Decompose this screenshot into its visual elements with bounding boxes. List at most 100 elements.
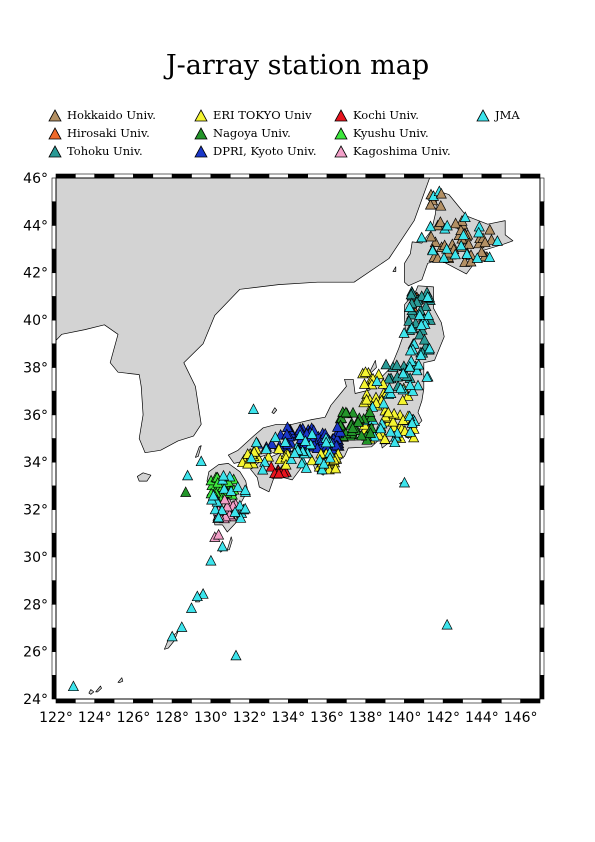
frame-segment <box>51 603 57 629</box>
station-marker <box>306 454 318 466</box>
station-marker <box>300 462 312 473</box>
station-marker <box>427 244 439 256</box>
station-marker <box>299 435 311 446</box>
frame-segment <box>113 173 134 179</box>
station-marker <box>484 251 496 262</box>
station-marker <box>379 433 391 444</box>
y-tick-label: 24° <box>23 692 48 708</box>
station-marker <box>205 554 217 566</box>
station-marker <box>355 429 368 441</box>
frame-segment <box>539 390 545 416</box>
legend-item: Kochi Univ. <box>334 106 419 124</box>
legend-label: JMA <box>495 108 520 122</box>
frame-segment <box>423 173 444 179</box>
legend-label: Kyushu Univ. <box>353 126 429 140</box>
station-marker <box>382 406 394 418</box>
station-marker <box>424 220 437 232</box>
legend-label: Hirosaki Univ. <box>67 126 150 140</box>
legend-label: Tohoku Univ. <box>67 144 143 158</box>
station-marker <box>235 512 247 523</box>
station-marker <box>364 427 377 438</box>
frame-segment <box>51 343 57 368</box>
triangle-icon <box>194 108 208 121</box>
station-marker <box>207 489 219 501</box>
station-marker <box>234 499 246 511</box>
station-marker <box>406 417 418 428</box>
frame-segment <box>51 651 57 676</box>
frame-segment <box>51 201 57 226</box>
station-marker <box>180 486 192 497</box>
frame-segment <box>171 173 192 179</box>
frame-segment <box>55 698 76 704</box>
station-marker <box>340 406 352 418</box>
x-tick-label: 124° <box>78 710 112 726</box>
station-marker <box>320 436 332 448</box>
frame-segment <box>539 248 545 274</box>
y-tick-label: 28° <box>23 597 48 613</box>
x-tick-label: 142° <box>426 710 460 726</box>
station-marker <box>441 219 453 231</box>
station-marker <box>279 436 291 447</box>
station-marker <box>361 393 373 405</box>
station-marker <box>260 443 272 454</box>
frame-segment <box>51 319 57 345</box>
x-tick-label: 136° <box>310 710 344 726</box>
frame-segment <box>539 580 545 605</box>
triangle-icon <box>48 126 62 139</box>
frame-segment <box>51 390 57 416</box>
legend-label: Kochi Univ. <box>353 108 419 122</box>
station-marker <box>182 469 194 481</box>
station-marker <box>461 248 473 259</box>
station-marker <box>414 309 426 320</box>
asia-mainland <box>56 178 430 454</box>
frame-segment <box>539 367 545 392</box>
station-marker <box>416 231 428 243</box>
station-marker <box>476 246 488 257</box>
legend-label: Kagoshima Univ. <box>353 144 451 158</box>
x-tick-label: 122° <box>39 710 73 726</box>
station-marker <box>213 528 225 540</box>
station-marker <box>316 463 328 475</box>
legend-item: JMA <box>476 106 520 124</box>
frame-segment <box>539 532 545 558</box>
station-marker <box>371 375 383 386</box>
frame-segment <box>346 698 367 704</box>
station-marker <box>420 300 432 312</box>
frame-segment <box>94 173 115 179</box>
station-marker <box>331 421 344 432</box>
station-marker <box>352 416 364 427</box>
frame-segment <box>152 698 173 704</box>
station-marker <box>67 680 79 692</box>
frame-segment <box>539 603 545 629</box>
frame-segment <box>51 675 57 700</box>
frame-segment <box>51 225 57 250</box>
station-marker <box>221 500 233 512</box>
station-marker <box>296 457 308 469</box>
frame-segment <box>481 173 502 179</box>
oki-island <box>271 407 278 414</box>
frame-segment <box>75 698 96 704</box>
frame-segment <box>500 698 521 704</box>
station-marker <box>491 235 503 246</box>
legend-item: Hirosaki Univ. <box>48 124 150 142</box>
station-marker <box>330 462 342 474</box>
station-marker <box>404 360 416 372</box>
station-marker <box>239 502 251 514</box>
triangle-icon <box>194 126 208 139</box>
frame-segment <box>481 698 502 704</box>
station-marker <box>229 506 241 517</box>
station-marker <box>391 359 403 370</box>
frame-segment <box>539 556 545 581</box>
frame-segment <box>268 173 289 179</box>
triangle-icon <box>194 144 208 157</box>
frame-segment <box>152 173 173 179</box>
station-marker <box>406 322 418 334</box>
frame-segment <box>249 173 270 179</box>
station-marker <box>484 223 496 235</box>
frame-segment <box>229 698 250 704</box>
legend-item: Hokkaido Univ. <box>48 106 156 124</box>
frame-segment <box>229 173 250 179</box>
station-marker <box>383 372 395 384</box>
legend: Hokkaido Univ. Hirosaki Univ. Tohoku Univ.… <box>48 106 588 166</box>
